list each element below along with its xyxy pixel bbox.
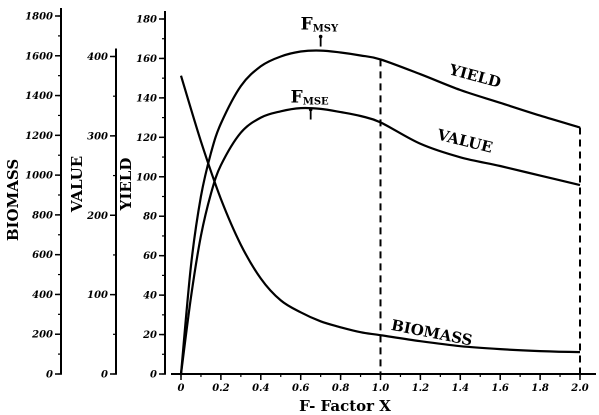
biomass-tick-label: 0 — [46, 370, 53, 381]
x-tick-label: 0.6 — [292, 383, 309, 394]
yield-tick-label: 60 — [143, 251, 157, 262]
curves-layer — [179, 49, 581, 375]
f-msy-label: FMSY — [301, 15, 339, 35]
value-curve — [179, 106, 581, 375]
x-tick-label: 0.8 — [332, 383, 349, 394]
yield-tick-label: 180 — [136, 15, 157, 26]
biomass-tick-label: 800 — [32, 210, 53, 221]
x-tick-label: 1.2 — [412, 383, 429, 394]
biomass-tick-label: 1600 — [25, 51, 53, 62]
f-mse-subscript: MSE — [303, 97, 329, 108]
biomass-tick-label: 600 — [32, 250, 53, 261]
f-mse-label: FMSE — [291, 88, 329, 108]
x-tick-label: 2.0 — [570, 383, 588, 394]
x-tick-label: 1.0 — [372, 383, 389, 394]
biomass-curve-label: BIOMASS — [390, 316, 474, 349]
x-tick-label: 0 — [178, 383, 185, 394]
value-axis-title: VALUE — [68, 156, 86, 213]
yield-tick-label: 40 — [143, 291, 157, 302]
yield-tick-label: 80 — [143, 212, 157, 223]
value-tick-label: 300 — [87, 131, 108, 142]
x-tick-label: 0.2 — [212, 383, 229, 394]
yield-tick-label: 0 — [150, 370, 157, 381]
value-tick-label: 0 — [101, 370, 108, 381]
yield-axis-title: YIELD — [117, 158, 135, 212]
yield-tick-label: 100 — [136, 172, 157, 183]
value-tick-label: 100 — [87, 290, 108, 301]
value-tick-label: 400 — [87, 52, 108, 63]
x-tick-label: 1.4 — [452, 383, 469, 394]
biomass-tick-label: 200 — [31, 330, 53, 341]
yield-tick-label: 20 — [142, 330, 157, 341]
biomass-tick-label: 1400 — [25, 91, 53, 102]
biomass-axis-title: BIOMASS — [4, 159, 22, 241]
biomass-tick-label: 400 — [32, 290, 53, 301]
f-msy-marker-dot — [318, 34, 323, 39]
biomass-tick-label: 1200 — [25, 131, 53, 142]
yield-tick-label: 140 — [136, 93, 157, 104]
x-axis-title: F- Factor X — [299, 397, 391, 415]
biomass-tick-label: 1000 — [25, 171, 53, 182]
yield-curve — [179, 49, 581, 375]
biomass-tick-label: 1800 — [25, 12, 53, 23]
yield-tick-label: 160 — [136, 54, 157, 65]
yield-tick-label: 120 — [136, 133, 157, 144]
x-tick-label: 1.6 — [491, 383, 508, 394]
x-tick-label: 1.8 — [531, 383, 548, 394]
f-mse-marker-dot — [308, 107, 313, 112]
f-msy-subscript: MSY — [313, 24, 339, 35]
axes-layer: 0200400600800100012001400160018000100200… — [25, 8, 596, 394]
biomass-curve — [179, 75, 581, 354]
value-tick-label: 200 — [86, 211, 108, 222]
x-tick-label: 0.4 — [252, 383, 269, 394]
